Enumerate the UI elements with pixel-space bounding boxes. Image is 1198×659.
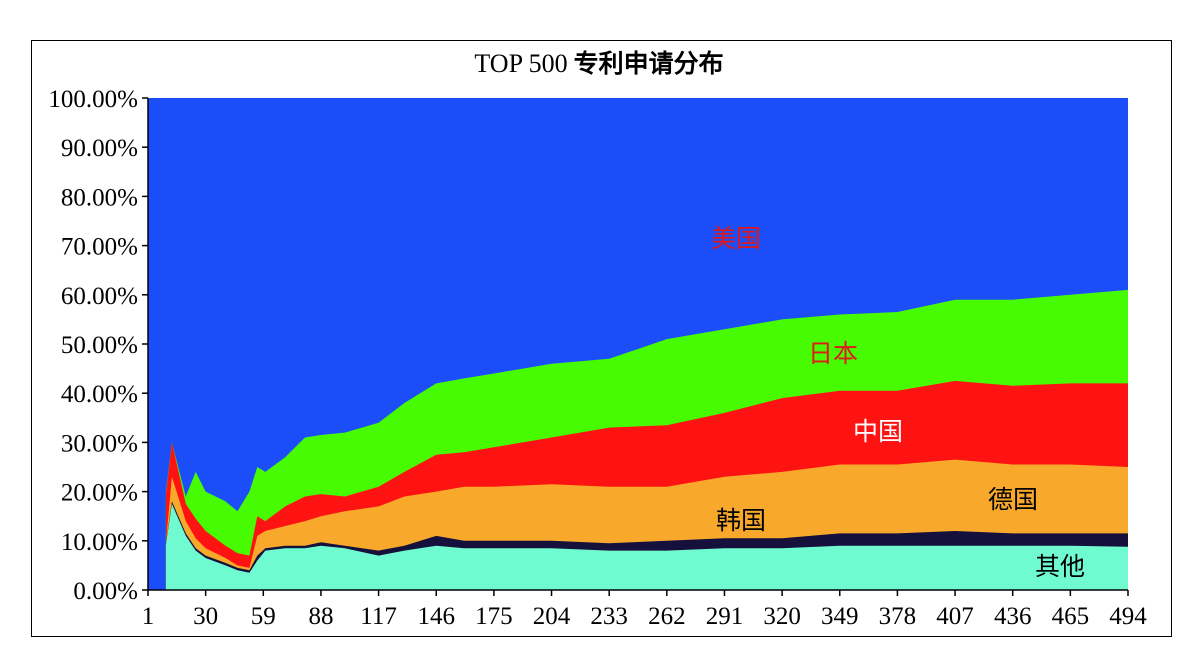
series-label-other: 其他 xyxy=(1035,552,1085,581)
series-label-china: 中国 xyxy=(853,417,903,446)
x-tick-label: 30 xyxy=(193,603,218,630)
y-tick-label: 60.00% xyxy=(61,283,138,310)
y-tick-label: 50.00% xyxy=(61,332,138,359)
x-tick-label: 204 xyxy=(533,603,571,630)
x-tick-label: 117 xyxy=(360,603,397,630)
y-tick-label: 20.00% xyxy=(61,480,138,507)
x-tick-group: 1 30 59 88 117 146 175 204 233 262 291 320 349 378 407… xyxy=(142,590,1147,630)
x-tick-label: 262 xyxy=(648,603,686,630)
x-tick-label: 407 xyxy=(936,603,974,630)
y-tick-label: 30.00% xyxy=(61,430,138,457)
y-tick-label: 90.00% xyxy=(61,135,138,162)
x-tick-label: 233 xyxy=(590,603,628,630)
x-tick-label: 88 xyxy=(308,603,333,630)
x-tick-label: 146 xyxy=(417,603,455,630)
area-series-group xyxy=(148,98,1128,590)
chart-title-cn: 专利申请分布 xyxy=(573,49,724,78)
chart-title: TOP 500 专利申请分布 xyxy=(0,44,1198,80)
y-tick-label: 80.00% xyxy=(61,184,138,211)
x-tick-label: 436 xyxy=(994,603,1032,630)
series-label-germany: 德国 xyxy=(988,485,1038,514)
y-tick-group: 0.00% 10.00% 20.00% 30.00% 40.00% 50.00% 60.00… xyxy=(48,86,148,605)
y-tick-label: 100.00% xyxy=(48,86,138,113)
y-tick-label: 40.00% xyxy=(61,381,138,408)
series-label-korea: 韩国 xyxy=(716,506,766,535)
x-tick-label: 291 xyxy=(706,603,744,630)
x-tick-label: 320 xyxy=(763,603,801,630)
x-tick-label: 175 xyxy=(475,603,513,630)
y-tick-label: 10.00% xyxy=(61,529,138,556)
x-tick-label: 494 xyxy=(1109,603,1147,630)
series-label-japan: 日本 xyxy=(808,339,858,368)
x-tick-label: 465 xyxy=(1052,603,1090,630)
x-tick-label: 349 xyxy=(821,603,859,630)
x-tick-label: 59 xyxy=(251,603,276,630)
x-tick-label: 378 xyxy=(879,603,917,630)
x-tick-label: 1 xyxy=(142,603,155,630)
series-label-group: 美国 日本 中国 德国 韩国 其他 xyxy=(711,224,1085,581)
chart-frame xyxy=(31,40,1172,637)
chart-title-en: TOP 500 xyxy=(474,49,568,78)
y-tick-label: 70.00% xyxy=(61,234,138,261)
area-other xyxy=(165,503,1128,590)
y-tick-label: 0.00% xyxy=(73,578,138,605)
series-label-us: 美国 xyxy=(711,224,761,253)
